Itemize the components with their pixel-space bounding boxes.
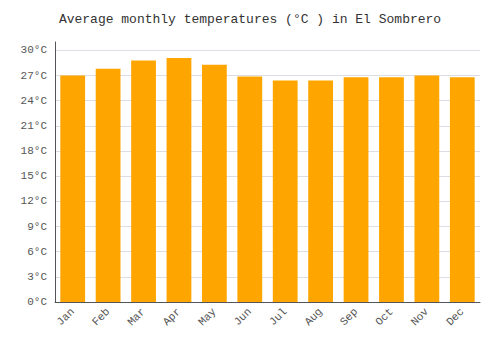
svg-text:0°C: 0°C (27, 296, 47, 308)
svg-text:Nov: Nov (409, 305, 432, 328)
svg-text:Oct: Oct (373, 306, 395, 328)
svg-text:27°C: 27°C (21, 70, 48, 82)
svg-text:Aug: Aug (302, 306, 324, 328)
svg-text:Dec: Dec (444, 306, 466, 328)
svg-text:30°C: 30°C (21, 44, 48, 56)
svg-text:Average monthly temperatures (: Average monthly temperatures (°C ) in El… (59, 12, 441, 27)
svg-text:Apr: Apr (161, 306, 183, 328)
svg-text:Jan: Jan (54, 306, 76, 328)
svg-text:21°C: 21°C (21, 120, 48, 132)
svg-text:Jun: Jun (232, 306, 254, 328)
svg-text:24°C: 24°C (21, 95, 48, 107)
svg-text:6°C: 6°C (27, 246, 47, 258)
svg-text:Mar: Mar (125, 306, 147, 328)
svg-text:3°C: 3°C (27, 271, 47, 283)
svg-text:15°C: 15°C (21, 170, 48, 182)
svg-text:Sep: Sep (338, 306, 360, 328)
svg-text:12°C: 12°C (21, 195, 48, 207)
svg-text:Feb: Feb (90, 306, 112, 328)
svg-text:18°C: 18°C (21, 145, 48, 157)
svg-text:Jul: Jul (267, 306, 289, 328)
svg-text:May: May (196, 305, 219, 328)
svg-text:9°C: 9°C (27, 221, 47, 233)
